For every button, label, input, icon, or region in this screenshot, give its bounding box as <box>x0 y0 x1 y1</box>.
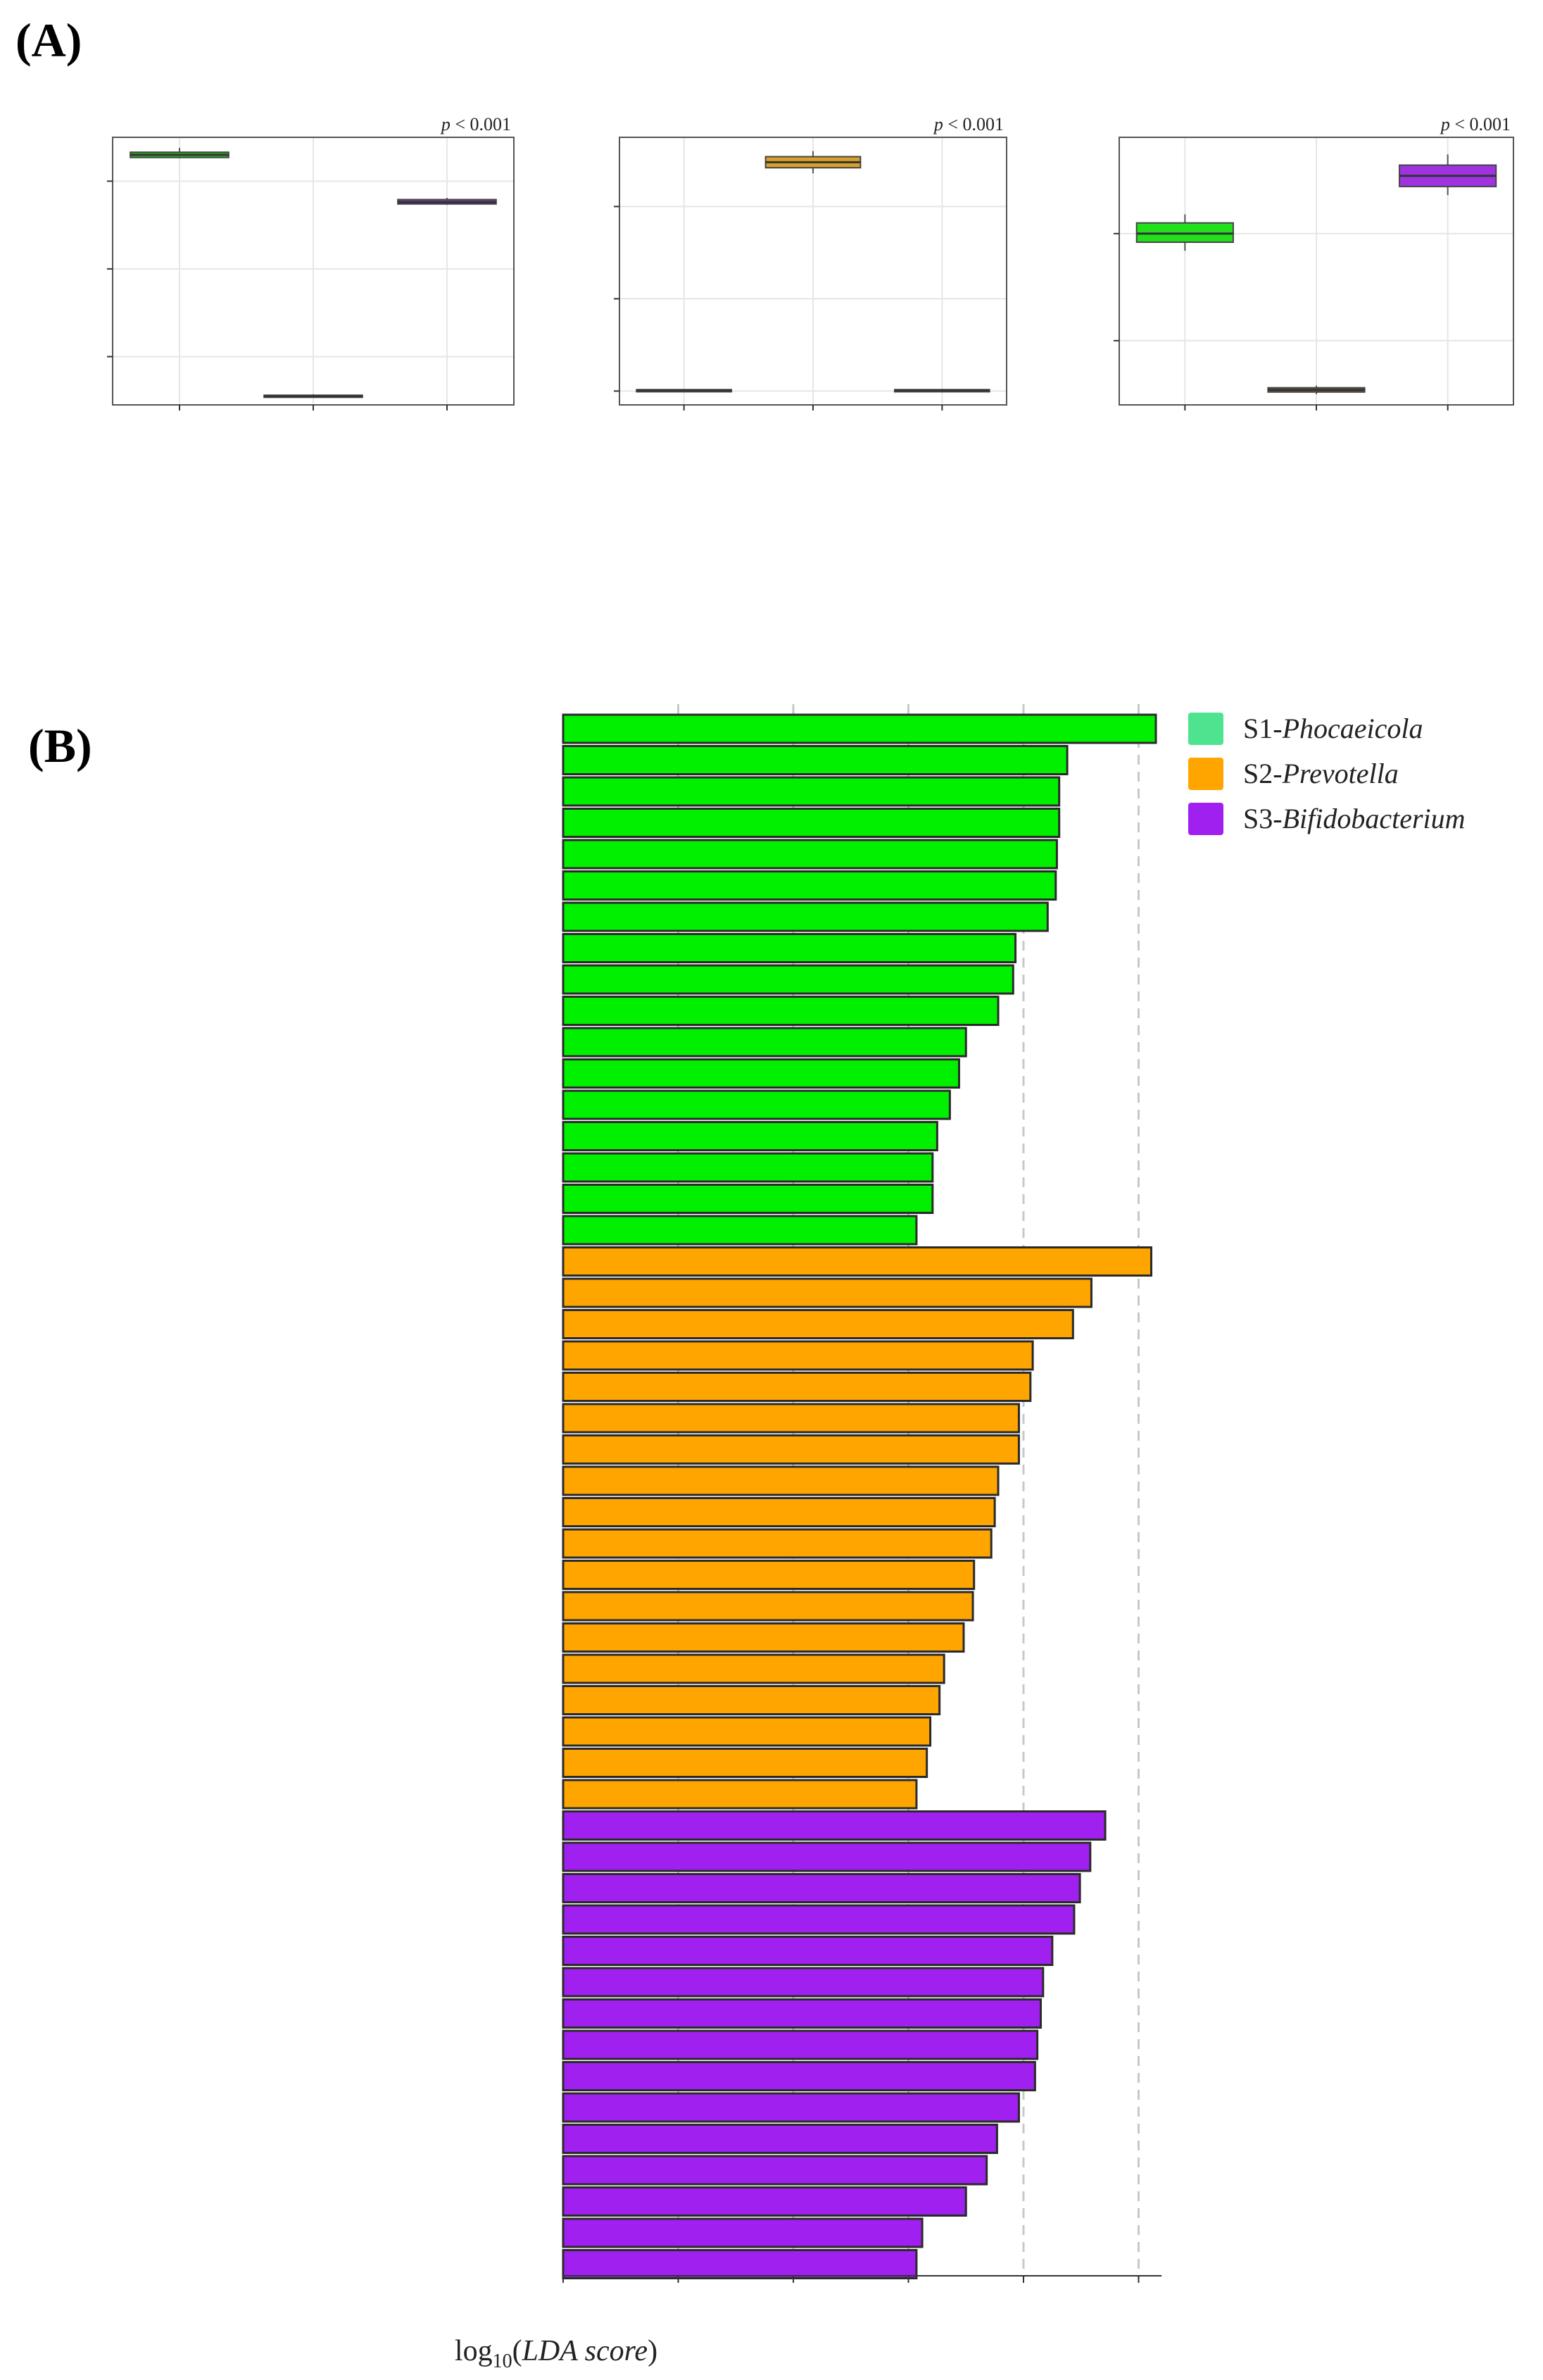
lda-bar <box>562 1027 967 1058</box>
lda-bar <box>562 1465 1000 1496</box>
panel-a-label: (A) <box>15 13 82 67</box>
p-value-annotation: p < 0.001 <box>1440 114 1511 134</box>
lda-bar <box>562 1434 1020 1465</box>
p-threshold: < 0.001 <box>1450 114 1511 134</box>
panel-b-lda-chart: log10(LDA score) S1-Phocaeicola S2-Prevote… <box>455 704 1466 2372</box>
p-symbol: p <box>1440 114 1450 134</box>
lda-bar <box>562 1967 1045 1998</box>
legend-genus: Bifidobacterium <box>1283 803 1466 834</box>
legend-prefix: S2- <box>1243 758 1283 789</box>
lda-bar <box>562 1403 1020 1434</box>
legend-prefix: S3- <box>1243 803 1283 834</box>
p-value-annotation: p < 0.001 <box>440 114 511 134</box>
lda-bar <box>562 2155 988 2186</box>
lda-bar <box>562 1184 934 1214</box>
lda-bar <box>562 2061 1036 2091</box>
lda-bar <box>562 839 1058 870</box>
lda-bar <box>562 1622 965 1653</box>
x-title-log: log <box>455 2335 493 2367</box>
lda-bar <box>562 1340 1034 1371</box>
lda-bar <box>562 1215 918 1246</box>
lda-bar <box>562 1246 1152 1277</box>
lda-bar <box>562 1904 1076 1935</box>
lda-bar <box>562 1528 993 1559</box>
lda-bar <box>562 1779 918 1810</box>
lda-bar <box>562 1716 932 1747</box>
lda-bar <box>562 1277 1092 1308</box>
p-threshold: < 0.001 <box>451 114 511 134</box>
lda-bar <box>562 1560 976 1590</box>
legend-label: S2-Prevotella <box>1243 758 1399 789</box>
lda-bar <box>562 1309 1074 1339</box>
lda-bar <box>562 1058 960 1089</box>
lda-bar <box>562 2217 924 2248</box>
lda-bar <box>562 1748 928 1778</box>
legend-genus: Phocaeicola <box>1282 713 1423 744</box>
boxplot-panel: p < 0.001 <box>1114 114 1514 411</box>
lda-bar <box>562 1121 938 1151</box>
lda-bar <box>562 1841 1092 1872</box>
x-title-open: ( <box>512 2335 522 2367</box>
lda-bar <box>562 2029 1039 2060</box>
lda-bar <box>562 1653 945 1684</box>
box-1 <box>1135 222 1234 243</box>
lda-bar <box>562 1810 1107 1841</box>
lda-bar <box>562 1497 996 1527</box>
x-title-subscript: 10 <box>493 2350 512 2372</box>
legend-label: S1-Phocaeicola <box>1243 713 1423 744</box>
lda-bar <box>562 2186 967 2217</box>
lda-bar <box>562 776 1061 807</box>
lda-bar <box>562 933 1017 963</box>
x-title-lda: LDA score <box>522 2335 648 2367</box>
lda-bar <box>562 901 1049 932</box>
lda-bar <box>562 2124 998 2154</box>
lda-bar <box>562 1152 934 1183</box>
panel-a-boxplots: p < 0.001 p < 0.001 p < 0.001 <box>107 114 1514 411</box>
lda-bar <box>562 996 1000 1026</box>
lda-bar <box>562 1936 1054 1966</box>
lda-x-axis-title: log10(LDA score) <box>455 2335 657 2372</box>
lda-bar <box>562 1372 1032 1402</box>
p-value-annotation: p < 0.001 <box>933 114 1004 134</box>
lda-bar <box>562 1873 1081 1903</box>
lda-bar <box>562 1591 974 1622</box>
legend-label: S3-Bifidobacterium <box>1243 803 1466 834</box>
lda-bar <box>562 713 1157 744</box>
boxplot-panel: p < 0.001 <box>614 114 1007 411</box>
lda-bar <box>562 808 1061 838</box>
lda-bar <box>562 2092 1020 2123</box>
boxplot-panel: p < 0.001 <box>107 114 515 411</box>
legend-swatch <box>1188 713 1223 745</box>
lda-bar <box>562 1998 1043 2029</box>
p-symbol: p <box>440 114 451 134</box>
lda-bar <box>562 745 1069 775</box>
panel-b-label: (B) <box>28 719 92 772</box>
lda-bar <box>562 2249 918 2279</box>
lda-bar <box>562 964 1014 995</box>
legend-swatch <box>1188 758 1223 790</box>
lda-bar <box>562 870 1057 901</box>
lda-bar <box>562 1685 941 1715</box>
lda-bar <box>562 1089 951 1120</box>
x-title-close: ) <box>648 2335 657 2367</box>
legend-genus: Prevotella <box>1282 758 1399 789</box>
legend-prefix: S1- <box>1243 713 1283 744</box>
legend-swatch <box>1188 803 1223 835</box>
p-threshold: < 0.001 <box>943 114 1004 134</box>
p-symbol: p <box>933 114 943 134</box>
